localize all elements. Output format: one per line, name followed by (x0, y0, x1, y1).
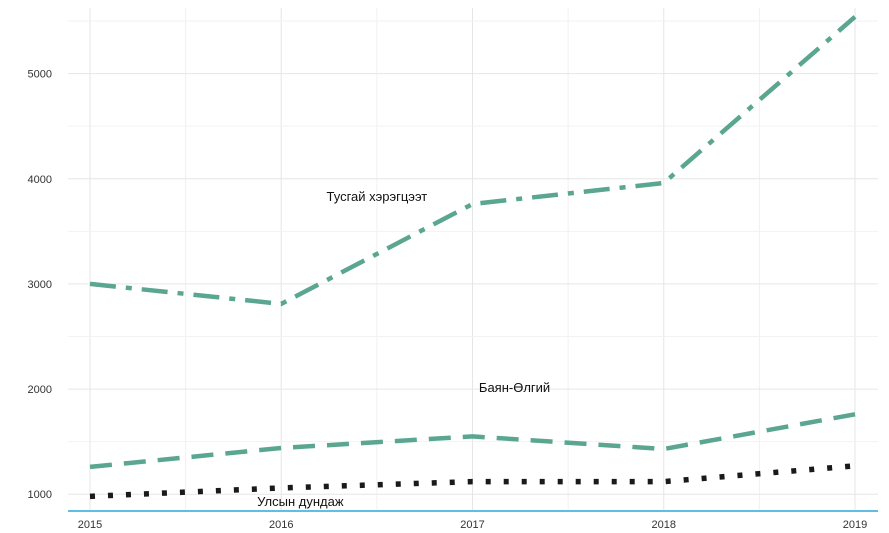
x-tick-label: 2015 (78, 519, 102, 531)
series-lines (89, 15, 857, 500)
y-tick-label: 3000 (28, 279, 52, 291)
y-tick-label: 2000 (28, 384, 52, 396)
series-label-3: Улсын дундаж (257, 494, 344, 509)
x-tick-label: 2016 (269, 519, 293, 531)
series-label-2: Баян-Өлгий (479, 380, 550, 395)
grid (68, 8, 878, 510)
series-label-1: Тусгай хэрэгцээт (327, 189, 428, 204)
x-tick-label: 2018 (652, 519, 676, 531)
series-line-3 (89, 463, 856, 500)
y-tick-label: 4000 (28, 174, 52, 186)
y-tick-label: 5000 (28, 69, 52, 81)
y-axis: 1000 2000 3000 4000 5000 (28, 69, 52, 502)
y-tick-label: 1000 (28, 489, 52, 501)
series-labels: Тусгай хэрэгцээт Баян-Өлгий Улсын дундаж (257, 189, 550, 509)
x-tick-label: 2019 (843, 519, 867, 531)
x-axis: 2015 2016 2017 2018 2019 (78, 519, 867, 531)
series-line-2 (89, 412, 856, 470)
series-line-1 (89, 15, 857, 307)
x-tick-label: 2017 (460, 519, 484, 531)
